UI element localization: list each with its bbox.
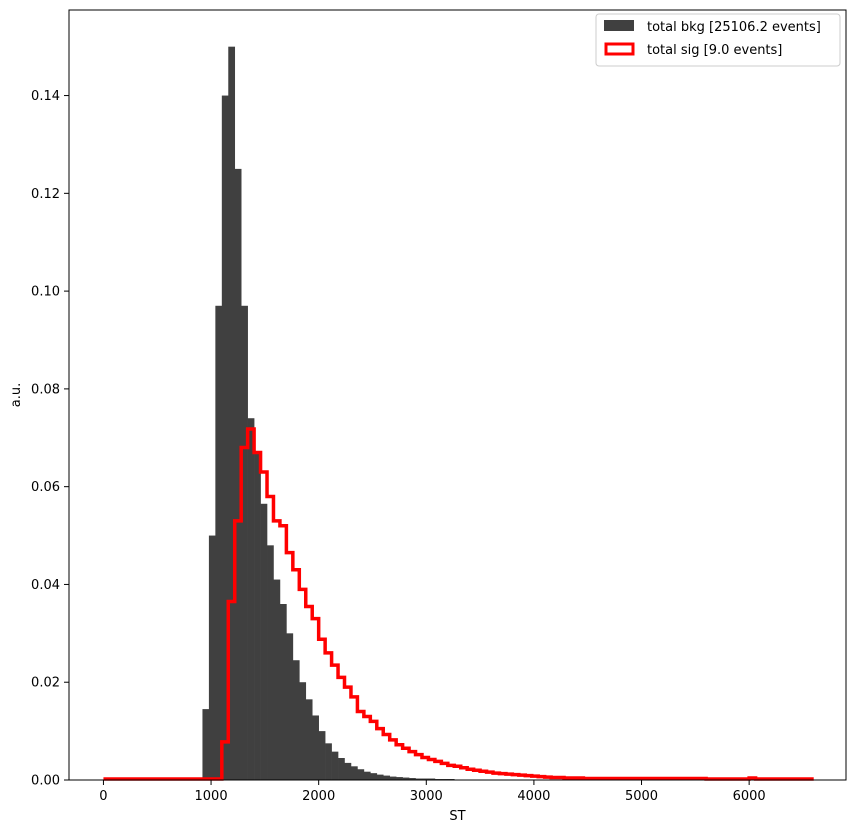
legend: total bkg [25106.2 events] total sig [9.… (595, 13, 841, 67)
x-tick-label: 0 (99, 789, 107, 804)
y-tick-label: 0.12 (31, 187, 60, 202)
bkg-bar (208, 535, 216, 780)
bkg-bar (299, 682, 307, 780)
sig-step-line (103, 427, 814, 781)
legend-box (595, 13, 841, 67)
bkg-bar (421, 778, 429, 780)
bkg-bar (305, 699, 313, 780)
y-tick-label: 0.06 (31, 480, 60, 495)
y-tick-label: 0.00 (31, 774, 60, 789)
bkg-bar (325, 743, 332, 780)
legend-label-bkg: total bkg [25106.2 events] (647, 20, 821, 35)
x-tick-label: 6000 (733, 789, 766, 804)
x-tick-label: 1000 (195, 789, 228, 804)
y-tick-label: 0.14 (31, 89, 60, 104)
bkg-bar (202, 709, 210, 780)
bkg-bar (228, 46, 236, 781)
y-axis-label: a.u. (9, 383, 24, 407)
bkg-bar (267, 545, 274, 780)
bkg-bar (312, 715, 319, 780)
bkg-bar (383, 775, 390, 780)
bkg-bar (338, 758, 345, 780)
bkg-bar (331, 751, 339, 780)
x-tick-label: 5000 (625, 789, 658, 804)
bkg-bar (402, 777, 410, 780)
bkg-bar (396, 777, 403, 780)
bkg-histogram-bars (202, 46, 533, 781)
legend-label-sig: total sig [9.0 events] (647, 43, 782, 58)
bkg-bar (234, 168, 242, 780)
bkg-bar (260, 503, 268, 780)
plot-frame (68, 9, 847, 781)
legend-swatch-sig (604, 42, 635, 56)
bkg-bar (241, 305, 248, 780)
bkg-bar (363, 771, 371, 780)
legend-swatch-bkg (604, 20, 634, 31)
bkg-bar (344, 762, 352, 780)
y-tick-label: 0.08 (31, 382, 60, 397)
bkg-bar (273, 579, 281, 780)
bkg-bar (247, 418, 255, 780)
bkg-bar (215, 305, 223, 780)
x-tick-label: 3000 (410, 789, 443, 804)
bkg-bar (286, 633, 294, 780)
bkg-bar (357, 769, 365, 780)
bkg-bar (409, 778, 416, 780)
x-tick-label: 2000 (302, 789, 335, 804)
x-axis-label: ST (449, 809, 465, 824)
bkg-bar (318, 731, 326, 780)
bkg-bar (376, 774, 384, 780)
bkg-bar (389, 776, 397, 780)
bkg-bar (254, 452, 261, 780)
x-axis-ticks: 0 1000 2000 3000 4000 5000 6000 (99, 780, 766, 804)
bkg-bar (279, 604, 287, 780)
bkg-bar (370, 773, 378, 780)
bkg-bar (415, 778, 423, 780)
bkg-bar (221, 95, 229, 780)
x-tick-label: 4000 (517, 789, 550, 804)
bkg-bar (350, 766, 358, 780)
y-tick-label: 0.10 (31, 285, 60, 300)
y-tick-label: 0.04 (31, 578, 60, 593)
bkg-bar (292, 660, 300, 780)
bkg-bar (428, 778, 436, 780)
y-tick-label: 0.02 (31, 676, 60, 691)
y-axis-ticks: 0.00 0.02 0.04 0.06 0.08 0.10 0.12 0.14 (31, 89, 69, 789)
